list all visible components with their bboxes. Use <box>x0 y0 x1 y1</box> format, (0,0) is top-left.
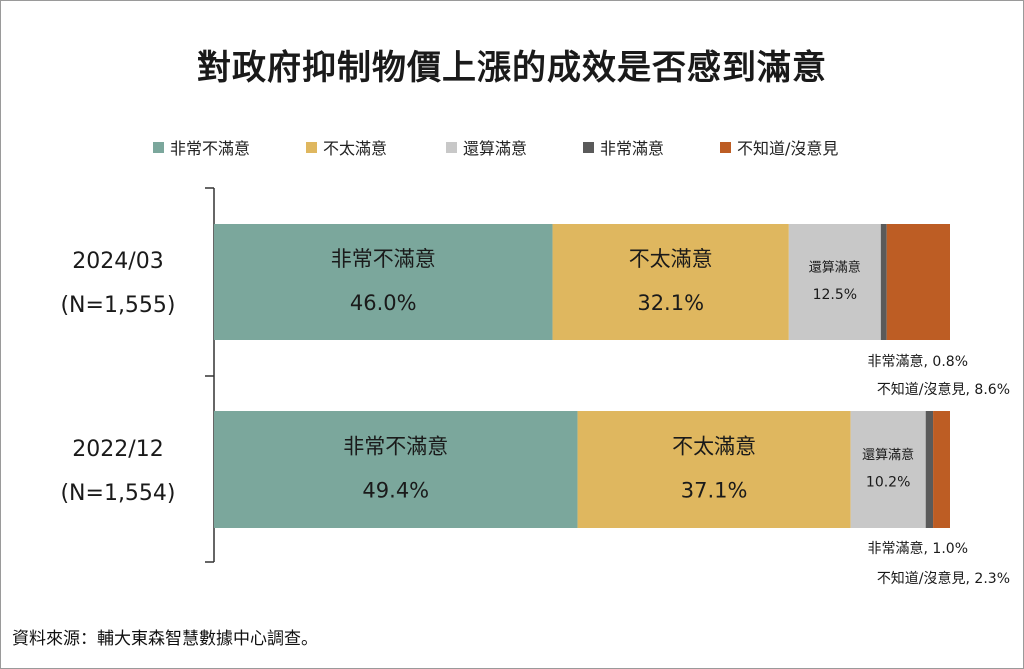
data-label: 10.2% <box>866 475 910 491</box>
legend-label-somewhat-dissatisfied: 不太滿意 <box>323 139 388 158</box>
legend-label-very-satisfied: 非常滿意 <box>600 139 665 158</box>
bar-segment-very-satisfied <box>880 224 887 340</box>
legend-item-no-opinion: 不知道/沒意見 <box>720 135 838 159</box>
bar-segment-somewhat-dissatisfied <box>552 224 789 340</box>
category-label: 2022/12 <box>72 437 163 462</box>
category-sample-size: (N=1,555) <box>60 293 175 318</box>
source-note: 資料來源：輔大東森智慧數據中心調查。 <box>12 629 318 649</box>
data-label-external: 非常滿意, 1.0% <box>868 540 968 557</box>
data-label: 46.0% <box>350 291 417 315</box>
legend-item-very-satisfied: 非常滿意 <box>583 135 664 159</box>
legend-item-somewhat-satisfied: 還算滿意 <box>446 135 527 159</box>
legend: 非常不滿意 不太滿意 還算滿意 非常滿意 不知道/沒意見 <box>0 135 1024 159</box>
category-sample-size: (N=1,554) <box>60 481 175 506</box>
bar-segment-name-label: 還算滿意 <box>862 447 914 463</box>
legend-label-no-opinion: 不知道/沒意見 <box>737 139 839 158</box>
bar-segment-name-label: 非常不滿意 <box>331 247 436 271</box>
bar-segment-very-dissatisfied <box>214 224 553 340</box>
data-label-external: 非常滿意, 0.8% <box>868 353 968 370</box>
data-label: 49.4% <box>362 479 429 503</box>
legend-swatch-somewhat-dissatisfied <box>306 141 317 153</box>
bar-segment-somewhat-dissatisfied <box>577 411 851 528</box>
bar-segment-name-label: 不太滿意 <box>672 435 756 459</box>
bar-segment-very-dissatisfied <box>214 411 578 528</box>
bar-segment-name-label: 還算滿意 <box>809 260 861 276</box>
category-label: 2024/03 <box>72 249 163 274</box>
legend-label-somewhat-satisfied: 還算滿意 <box>463 139 528 158</box>
legend-item-somewhat-dissatisfied: 不太滿意 <box>306 135 387 159</box>
bar-segment-name-label: 非常不滿意 <box>343 435 448 459</box>
legend-swatch-very-satisfied <box>583 141 594 153</box>
legend-label-very-dissatisfied: 非常不滿意 <box>170 139 251 158</box>
data-label: 32.1% <box>637 291 704 315</box>
data-label-external: 不知道/沒意見, 8.6% <box>877 381 1010 398</box>
bar-segment-somewhat-satisfied <box>788 224 881 340</box>
data-label: 37.1% <box>681 479 748 503</box>
data-label-external: 不知道/沒意見, 2.3% <box>877 570 1010 587</box>
bar-segment-name-label: 不太滿意 <box>629 247 713 271</box>
bar-segment-no-opinion <box>886 224 950 340</box>
bar-segment-somewhat-satisfied <box>850 411 926 528</box>
legend-swatch-very-dissatisfied <box>153 141 164 153</box>
legend-swatch-somewhat-satisfied <box>446 141 457 153</box>
bar-segment-no-opinion <box>933 411 950 528</box>
legend-item-very-dissatisfied: 非常不滿意 <box>153 135 250 159</box>
chart-title: 對政府抑制物價上漲的成效是否感到滿意 <box>197 48 827 88</box>
data-label: 12.5% <box>813 287 857 303</box>
bar-segment-very-satisfied <box>925 411 934 528</box>
legend-swatch-no-opinion <box>720 141 731 153</box>
